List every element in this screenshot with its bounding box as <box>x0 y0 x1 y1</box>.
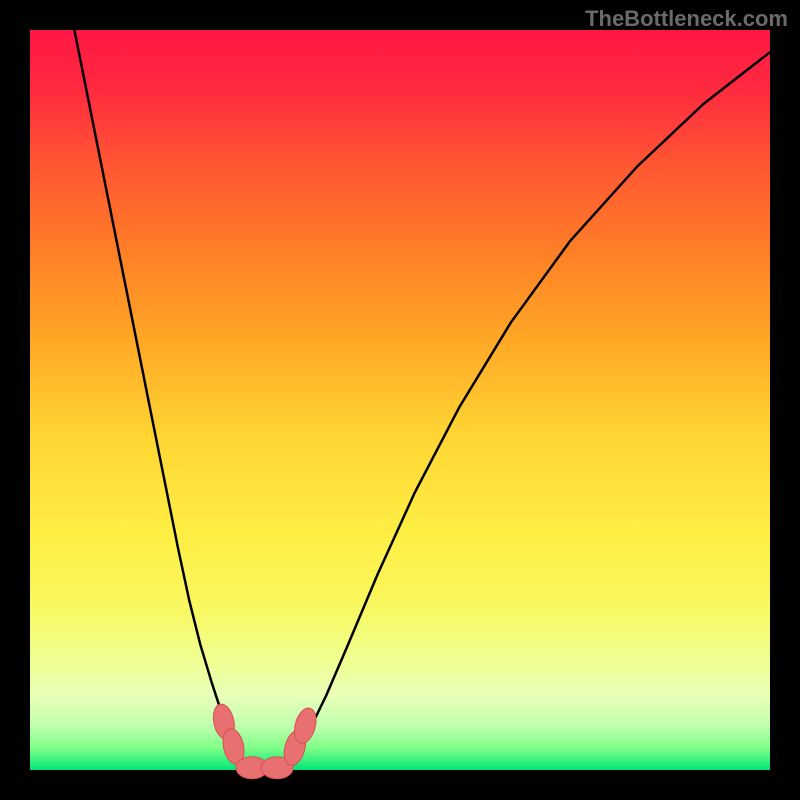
bottleneck-chart: TheBottleneck.com <box>0 0 800 800</box>
gradient-background <box>30 30 770 770</box>
watermark-text: TheBottleneck.com <box>585 6 788 32</box>
chart-svg <box>0 0 800 800</box>
